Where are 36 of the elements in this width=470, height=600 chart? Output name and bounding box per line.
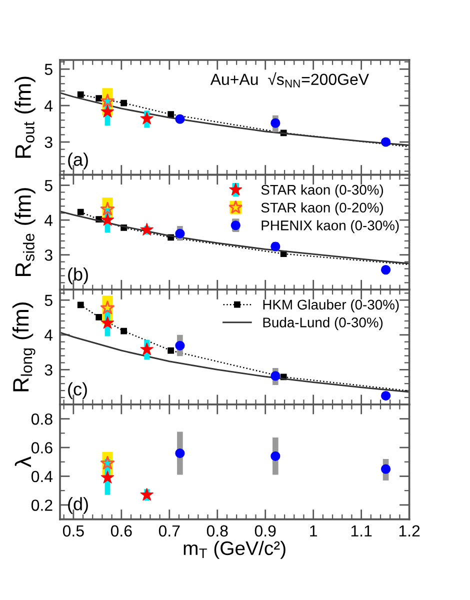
y-tick-label: 0.2 [31, 500, 52, 511]
y-tick-label: 0.6 [31, 442, 52, 454]
x-axis-title: m$_{T}$ (GeV/c²) [184, 540, 286, 559]
annotation: (a) [68, 152, 88, 170]
y-tick-label: 3 [44, 364, 52, 376]
y-tick-label: 5 [44, 294, 52, 306]
legend-label: STAR kaon (0-20%) [261, 202, 384, 216]
x-tick-label: 1.2 [399, 525, 420, 536]
legend-label: STAR kaon (0-30%) [261, 184, 384, 198]
annotation: (b) [68, 267, 88, 284]
x-tick-label: 0.9 [254, 525, 276, 537]
legend-label: HKM Glauber (0-30%) [263, 299, 399, 312]
y-tick-label: 4 [44, 330, 53, 341]
y-axis-title: R$_{side}$ (fm) [14, 188, 36, 276]
x-tick-label: 0.8 [206, 525, 228, 537]
x-tick-label: 0.6 [110, 525, 132, 537]
y-tick-label: 4 [44, 214, 53, 226]
x-tick-label: 1 [310, 525, 317, 536]
y-tick-label: 4 [44, 100, 53, 112]
annotation: (d) [68, 497, 88, 514]
x-tick-label: 0.5 [62, 525, 84, 537]
y-tick-label: 3 [44, 136, 52, 148]
annotation: (c) [68, 382, 87, 400]
y-tick-label: 5 [44, 180, 52, 192]
annotation: Au+Au √s$_{NN}$=200GeV [210, 72, 369, 88]
legend-label: Buda-Lund (0-30%) [263, 317, 383, 330]
y-tick-label: 5 [44, 64, 52, 76]
legend-label: PHENIX kaon (0-30%) [262, 220, 399, 234]
y-axis-title: λ [14, 456, 31, 468]
y-tick-label: 0.8 [31, 413, 52, 425]
x-tick-label: 1.1 [351, 525, 372, 536]
y-axis-title: R$_{long}$ (fm) [12, 302, 36, 392]
y-tick-label: 3 [44, 249, 52, 261]
y-tick-label: 0.4 [31, 470, 53, 482]
x-tick-label: 0.7 [158, 525, 180, 537]
y-axis-title: R$_{out}$ (fm) [14, 76, 36, 158]
